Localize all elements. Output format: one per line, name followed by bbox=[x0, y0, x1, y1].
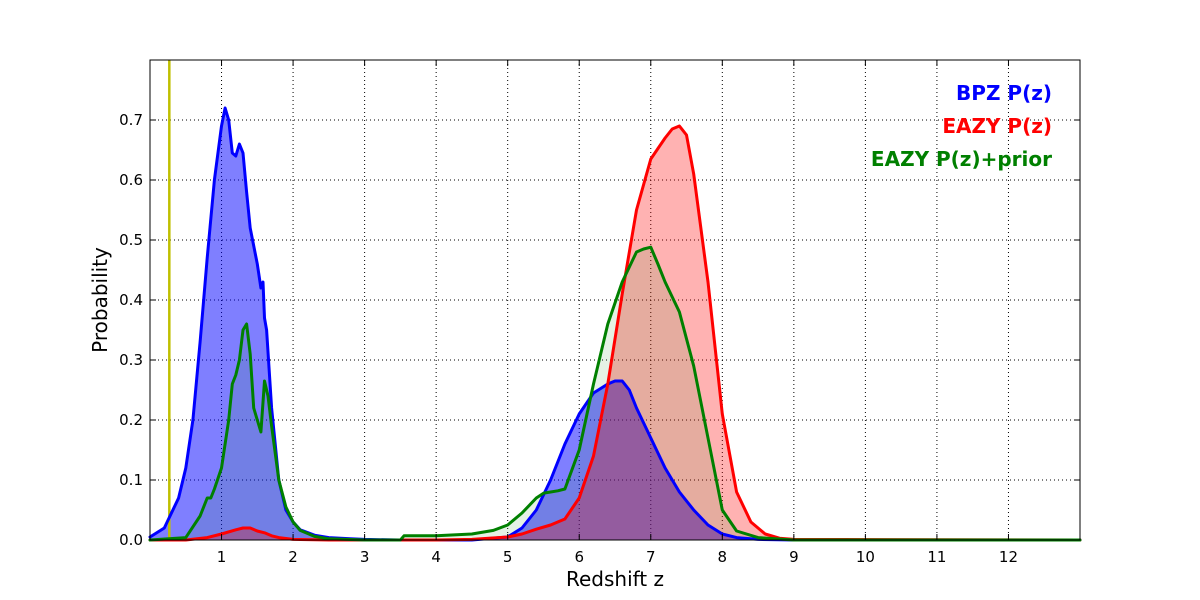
series-line-2 bbox=[148, 245, 1082, 542]
x-tick-label: 2 bbox=[288, 548, 298, 566]
y-tick-label: 0.6 bbox=[119, 171, 143, 189]
y-tick-label: 0.5 bbox=[119, 231, 143, 249]
x-tick-label: 5 bbox=[503, 548, 513, 566]
x-tick-label: 3 bbox=[360, 548, 370, 566]
y-tick-label: 0.4 bbox=[119, 291, 143, 309]
x-tick-label: 1 bbox=[217, 548, 227, 566]
x-tick-label: 6 bbox=[574, 548, 584, 566]
x-tick-label: 11 bbox=[927, 548, 946, 566]
x-tick-label: 8 bbox=[718, 548, 728, 566]
x-tick-label: 4 bbox=[431, 548, 441, 566]
legend: BPZ P(z) EAZY P(z) EAZY P(z)+prior bbox=[871, 81, 1052, 171]
series-line-1 bbox=[148, 124, 1082, 542]
y-tick-label: 0.3 bbox=[119, 351, 143, 369]
series-fill-2 bbox=[150, 247, 1080, 540]
axis-ticks: 1 2 3 4 5 6 7 8 9 10 11 120.00.10.20.30.40.50.60.7 bbox=[119, 60, 1080, 566]
series-fills bbox=[150, 108, 1080, 540]
legend-entry-eazy-prior: EAZY P(z)+prior bbox=[871, 147, 1052, 171]
series-lines bbox=[148, 106, 1082, 542]
y-tick-label: 0.0 bbox=[119, 531, 143, 549]
series-fill-0 bbox=[150, 108, 1080, 540]
y-tick-label: 0.2 bbox=[119, 411, 143, 429]
y-tick-label: 0.1 bbox=[119, 471, 143, 489]
y-tick-label: 0.7 bbox=[119, 111, 143, 129]
y-axis-title: Probability bbox=[88, 247, 112, 353]
x-tick-label: 12 bbox=[999, 548, 1018, 566]
legend-entry-eazy: EAZY P(z) bbox=[942, 114, 1052, 138]
x-tick-label: 10 bbox=[856, 548, 875, 566]
legend-entry-bpz: BPZ P(z) bbox=[956, 81, 1052, 105]
x-tick-label: 9 bbox=[789, 548, 799, 566]
series-fill-1 bbox=[150, 126, 1080, 540]
x-tick-label: 7 bbox=[646, 548, 656, 566]
x-axis-title: Redshift z bbox=[566, 567, 664, 591]
